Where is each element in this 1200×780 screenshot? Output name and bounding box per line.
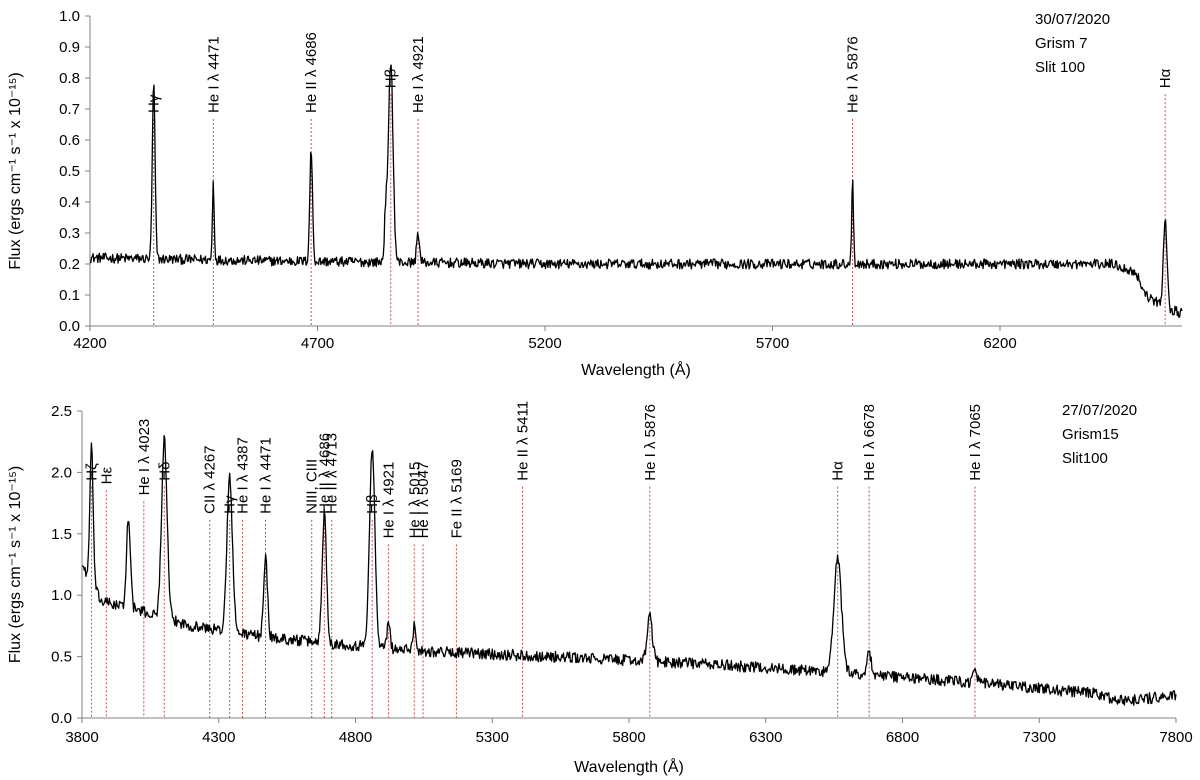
top-x-tick-label: 5200 bbox=[528, 335, 561, 352]
top-y-tick-label: 0.2 bbox=[59, 256, 80, 273]
bottom-y-tick-label: 0.5 bbox=[51, 649, 72, 666]
bottom-x-tick-label: 7300 bbox=[1023, 729, 1056, 746]
top-x-tick-label: 6200 bbox=[983, 335, 1016, 352]
top-line-label: He I λ 5876 bbox=[845, 36, 862, 113]
bottom-line-label: Hγ bbox=[222, 495, 239, 514]
bottom-x-tick-label: 4800 bbox=[339, 729, 372, 746]
bottom-line-label: He I λ 4023 bbox=[136, 419, 153, 496]
bottom-line-label: CII λ 4267 bbox=[202, 445, 219, 513]
bottom-line-label: He I λ 6678 bbox=[861, 404, 878, 481]
top-line-label: He I λ 4471 bbox=[205, 36, 222, 113]
top-annotation-line: Slit 100 bbox=[1035, 59, 1085, 76]
top-x-tick-label: 5700 bbox=[756, 335, 789, 352]
top-x-tick-label: 4700 bbox=[301, 335, 334, 352]
bottom-line-label: Hβ bbox=[364, 494, 381, 514]
bottom-line-label: He I λ 4471 bbox=[258, 437, 275, 514]
bottom-line-label: He I λ 5015 bbox=[406, 462, 423, 539]
bottom-x-axis-label: Wavelength (Å) bbox=[574, 757, 684, 776]
bottom-spectrum-panel: 0.0 0.5 1.0 1.5 2.0 2.5 3800 4300 4800 5300 5800 63… bbox=[7, 401, 1193, 776]
top-y-tick-label: 0.0 bbox=[59, 318, 80, 335]
top-y-tick-label: 0.9 bbox=[59, 39, 80, 56]
top-y-tick-label: 0.3 bbox=[59, 225, 80, 242]
top-spectrum-panel: 0.0 0.1 0.2 0.3 0.4 0.5 0.6 0.7 0.8 0.9 1.0 4200 470… bbox=[7, 8, 1183, 379]
bottom-y-tick-label: 1.5 bbox=[51, 526, 72, 543]
bottom-line-label: Hα bbox=[830, 461, 847, 481]
bottom-x-tick-label: 5300 bbox=[476, 729, 509, 746]
bottom-line-label: Hδ bbox=[156, 461, 173, 480]
bottom-line-label: Fe II λ 5169 bbox=[448, 459, 465, 538]
bottom-line-label: He I λ 5876 bbox=[642, 404, 659, 481]
bottom-y-tick-label: 1.0 bbox=[51, 587, 72, 604]
bottom-line-label: He II λ 5411 bbox=[515, 401, 532, 481]
bottom-y-tick-label: 2.5 bbox=[51, 403, 72, 420]
bottom-line-label: He I λ 5047 bbox=[415, 462, 432, 539]
bottom-line-label: He II λ 4686 bbox=[316, 433, 333, 514]
bottom-y-tick-label: 0.0 bbox=[51, 710, 72, 727]
top-x-tick-label: 4200 bbox=[73, 335, 106, 352]
top-y-axis-label: Flux (ergs cm⁻¹ s⁻¹ x 10⁻¹⁵) bbox=[7, 72, 24, 269]
top-y-tick-label: 0.5 bbox=[59, 163, 80, 180]
bottom-x-tick-label: 5800 bbox=[612, 729, 645, 746]
top-y-tick-label: 0.4 bbox=[59, 194, 80, 211]
top-line-label: He I λ 4921 bbox=[410, 36, 427, 113]
bottom-x-tick-label: 4300 bbox=[202, 729, 235, 746]
top-line-label: Hα bbox=[1157, 68, 1174, 88]
bottom-line-label: Hε bbox=[98, 467, 115, 485]
top-y-tick-label: 0.7 bbox=[59, 101, 80, 118]
bottom-annotation-line: Slit100 bbox=[1062, 450, 1108, 467]
top-line-label: He II λ 4686 bbox=[303, 32, 320, 113]
bottom-x-tick-label: 7800 bbox=[1159, 729, 1192, 746]
top-spectrum-line bbox=[90, 64, 1183, 319]
top-y-tick-label: 0.6 bbox=[59, 132, 80, 149]
bottom-x-tick-label: 6800 bbox=[886, 729, 919, 746]
bottom-y-tick-label: 2.0 bbox=[51, 464, 72, 481]
bottom-spectrum-line bbox=[81, 435, 1177, 706]
bottom-annotation-line: 27/07/2020 bbox=[1062, 402, 1137, 419]
bottom-line-label: He I λ 4921 bbox=[381, 462, 398, 539]
top-x-axis-label: Wavelength (Å) bbox=[581, 360, 691, 379]
bottom-x-tick-label: 3800 bbox=[65, 729, 98, 746]
bottom-x-tick-label: 6300 bbox=[749, 729, 782, 746]
bottom-y-axis-label: Flux (ergs cm⁻¹ s⁻¹ x 10⁻¹⁵) bbox=[7, 466, 24, 663]
top-y-tick-label: 0.1 bbox=[59, 287, 80, 304]
bottom-line-label: He II λ 4713 bbox=[324, 433, 341, 514]
bottom-line-label: NIII, CIII bbox=[304, 459, 321, 514]
top-y-tick-label: 1.0 bbox=[59, 8, 80, 25]
bottom-line-label: He I λ 7065 bbox=[967, 404, 984, 481]
top-annotation-line: 30/07/2020 bbox=[1035, 11, 1110, 28]
bottom-annotation-line: Grism15 bbox=[1062, 426, 1119, 443]
bottom-line-label: He I λ 4387 bbox=[235, 437, 252, 514]
top-annotation-line: Grism 7 bbox=[1035, 35, 1088, 52]
top-y-tick-label: 0.8 bbox=[59, 70, 80, 87]
